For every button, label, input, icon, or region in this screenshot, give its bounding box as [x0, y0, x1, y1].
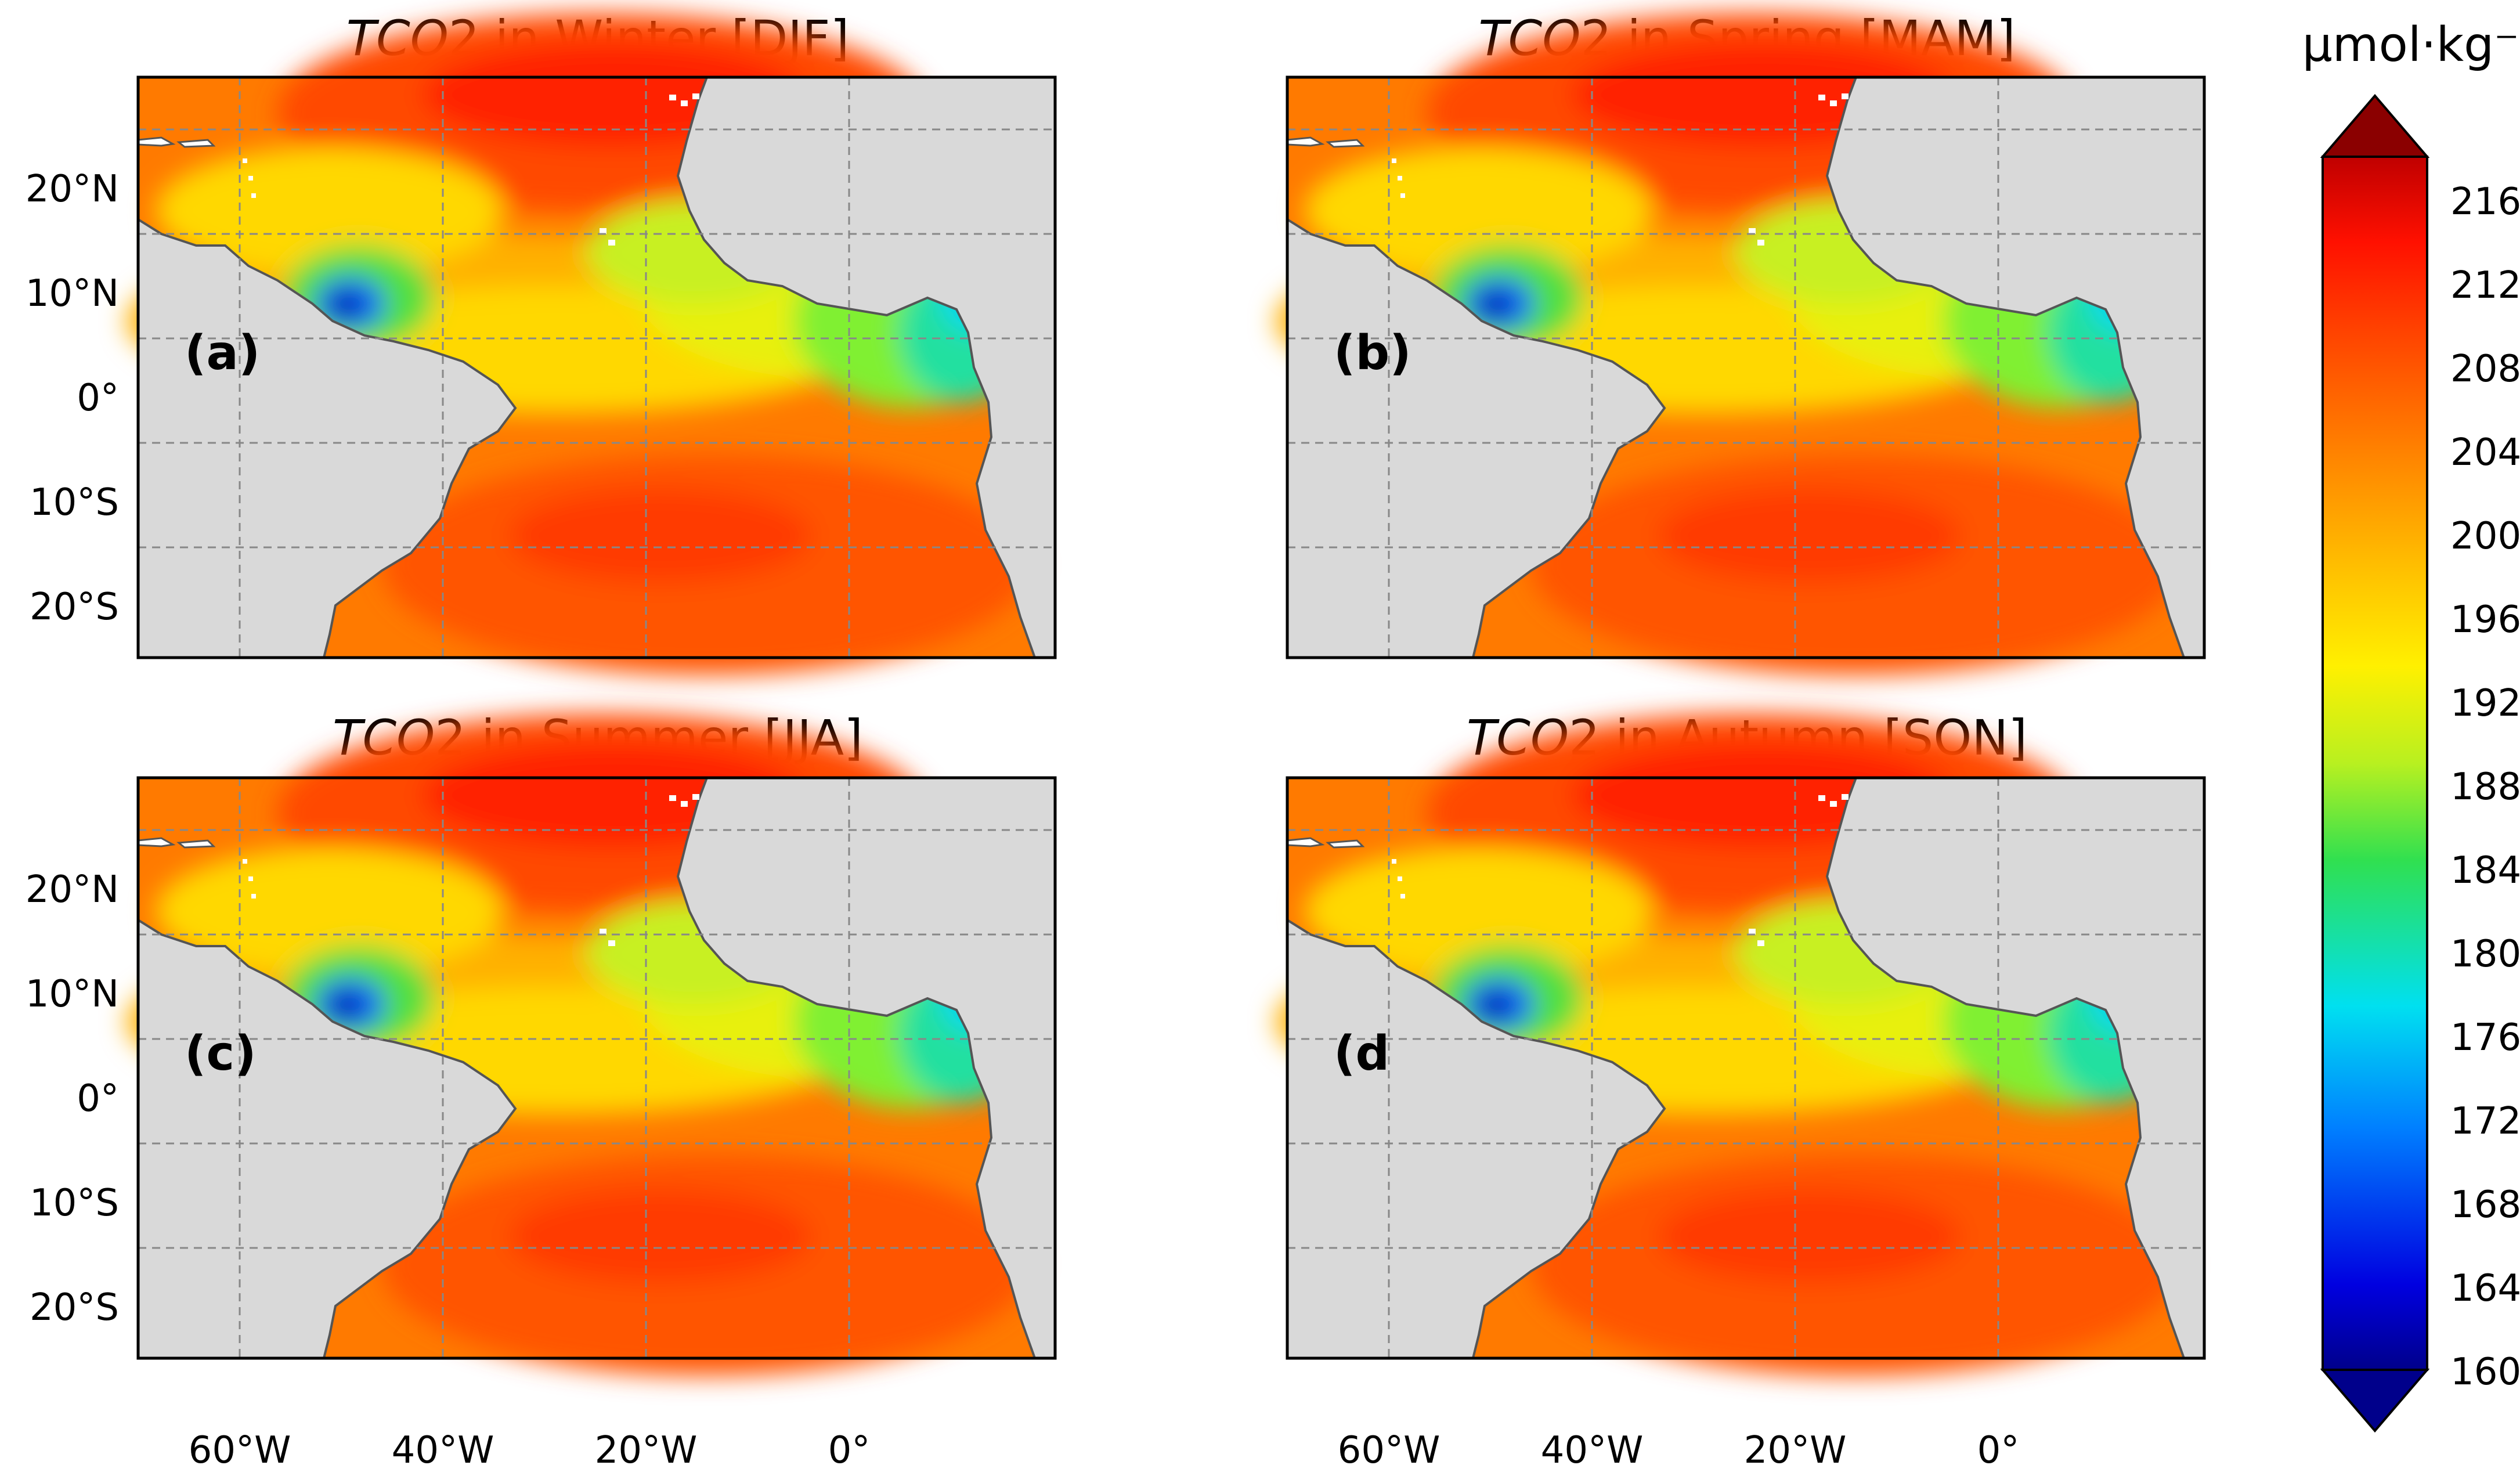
colorbar-tick-label: 1600 [2450, 1351, 2520, 1394]
y-tick-label: 10°N [26, 272, 119, 315]
colorbar-tick-label: 1840 [2450, 849, 2520, 892]
colorbar-tick-label: 2040 [2450, 431, 2520, 474]
panel-c-x-ticks: 60°W 40°W 20°W 0° [189, 1429, 871, 1472]
y-tick-label: 20°N [26, 868, 119, 911]
y-tick-label: 10°N [26, 973, 119, 1016]
y-tick-label: 0° [77, 377, 119, 420]
colorbar-tick-label: 1880 [2450, 766, 2520, 809]
x-tick-label: 20°W [595, 1429, 698, 1472]
panel-c: TCO2 in Summer [JJA] (c) 20°N 10°N 0° 10… [26, 709, 1055, 1472]
y-tick-label: 20°N [26, 168, 119, 211]
panel-d: TCO2 in Autumn [SON] (d 60°W 40°W 20°W 0… [1276, 709, 2204, 1472]
x-tick-label: 0° [1977, 1429, 2020, 1472]
panel-d-letter: (d [1334, 1026, 1389, 1081]
colorbar-tick-label: 2160 [2450, 181, 2520, 223]
panel-b: TCO2 in Spring [MAM] (b) [1276, 10, 2204, 675]
colorbar-tick-label: 2080 [2450, 348, 2520, 391]
colorbar-extend-low [2320, 1369, 2430, 1433]
colorbar-tick-label: 1920 [2450, 682, 2520, 725]
colorbar-unit-label: μmol·kg⁻¹ [2302, 17, 2520, 73]
x-tick-label: 60°W [189, 1429, 291, 1472]
x-tick-label: 40°W [1541, 1429, 1644, 1472]
x-tick-label: 40°W [392, 1429, 494, 1472]
panel-d-map [1276, 714, 2204, 1376]
y-tick-label: 10°S [30, 1182, 119, 1225]
x-tick-label: 60°W [1338, 1429, 1440, 1472]
colorbar-ticks: 2160 2120 2080 2040 2000 1960 1920 1880 … [2450, 181, 2520, 1394]
y-tick-label: 0° [77, 1077, 119, 1120]
colorbar-extend-high [2320, 93, 2430, 158]
panel-a: TCO2 in Winter [DJF] (a) 20°N 10°N 0° 10… [26, 10, 1055, 675]
y-tick-label: 20°S [30, 1286, 119, 1329]
panel-d-x-ticks: 60°W 40°W 20°W 0° [1338, 1429, 2020, 1472]
colorbar-tick-label: 1960 [2450, 598, 2520, 641]
colorbar-tick-label: 2000 [2450, 515, 2520, 558]
colorbar-tick-label: 1720 [2450, 1100, 2520, 1143]
y-tick-label: 20°S [30, 586, 119, 629]
panel-b-map [1276, 13, 2204, 675]
panel-a-map [127, 13, 1055, 675]
colorbar-tick-label: 1640 [2450, 1267, 2520, 1310]
x-tick-label: 20°W [1744, 1429, 1847, 1472]
x-tick-label: 0° [828, 1429, 871, 1472]
colorbar-gradient [2322, 156, 2428, 1371]
panel-c-y-ticks: 20°N 10°N 0° 10°S 20°S [26, 868, 119, 1329]
panel-c-map [127, 714, 1055, 1376]
colorbar-tick-label: 1760 [2450, 1016, 2520, 1059]
colorbar-tick-label: 2120 [2450, 264, 2520, 307]
panel-b-letter: (b) [1334, 326, 1411, 381]
colorbar-tick-label: 1800 [2450, 933, 2520, 976]
panel-a-letter: (a) [185, 326, 260, 381]
colorbar: μmol·kg⁻¹ 2160 2120 2080 2040 2000 1960 … [2302, 17, 2520, 1433]
y-tick-label: 10°S [30, 481, 119, 524]
panel-a-y-ticks: 20°N 10°N 0° 10°S 20°S [26, 168, 119, 629]
panel-c-letter: (c) [185, 1026, 257, 1081]
colorbar-tick-label: 1680 [2450, 1183, 2520, 1226]
